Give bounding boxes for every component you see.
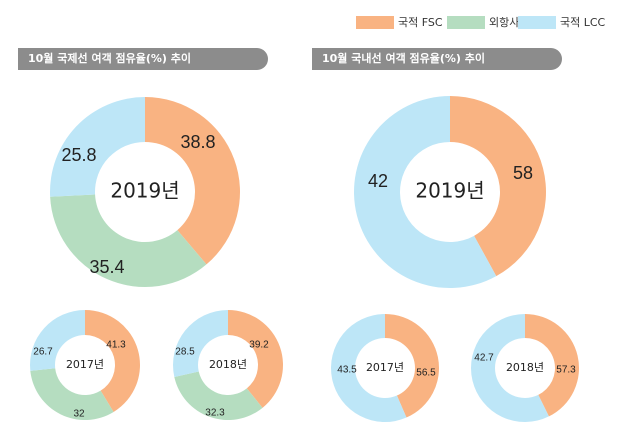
legend-swatch-foreign xyxy=(447,15,485,29)
legend-item-lcc: 국적 LCC xyxy=(518,15,605,29)
donut-2-slice-0 xyxy=(85,310,140,412)
donut-0-center-label: 2019년 xyxy=(110,179,179,203)
donut-2-value-label-0: 41.3 xyxy=(106,340,126,351)
donut-3-value-label-0: 39.2 xyxy=(249,340,269,351)
donut-1-value-label-0: 42 xyxy=(368,171,388,191)
donut-3-center-label: 2018년 xyxy=(209,358,247,371)
donut-5-value-label-0: 42.7 xyxy=(474,353,494,364)
donut-4-slice-1 xyxy=(330,314,407,422)
legend-label-fsc: 국적 FSC xyxy=(398,16,443,29)
donut-4-center-label: 2017년 xyxy=(366,361,404,374)
donut-3-slice-2 xyxy=(173,310,228,377)
donut-0-slice-1 xyxy=(50,194,207,287)
donut-3-value-label-2: 28.5 xyxy=(175,347,195,358)
donut-3-value-label-1: 32.3 xyxy=(205,408,225,419)
donut-5-slice-0 xyxy=(525,314,579,417)
donut-1-center-label: 2019년 xyxy=(415,179,484,203)
donut-5-value-label-1: 57.3 xyxy=(556,365,576,376)
donut-4-value-label-0: 43.5 xyxy=(337,365,357,376)
donut-2-center-label: 2017년 xyxy=(66,358,104,371)
legend-swatch-fsc xyxy=(356,15,394,29)
donut-0-slice-2 xyxy=(50,97,145,197)
donut-1-value-label-1: 58 xyxy=(513,163,533,183)
donut-0-value-label-2: 25.8 xyxy=(61,145,96,165)
donut-2-slice-2 xyxy=(29,310,85,371)
legend-label-lcc: 국적 LCC xyxy=(560,16,606,29)
donut-5-slice-1 xyxy=(470,314,549,422)
donut-0-value-label-1: 35.4 xyxy=(89,257,124,277)
legend-label-foreign: 외항사 xyxy=(489,16,520,29)
legend-item-fsc: 국적 FSC xyxy=(356,15,443,29)
legend-item-foreign: 외항사 xyxy=(447,15,519,29)
donut-0-slice-0 xyxy=(145,97,240,265)
panel-title-international: 10월 국제선 여객 점유율(%) 추이 xyxy=(18,48,268,70)
donut-3-slice-0 xyxy=(228,310,283,408)
donut-2-slice-1 xyxy=(30,368,114,420)
donut-5-center-label: 2018년 xyxy=(506,361,544,374)
donut-3-slice-1 xyxy=(174,371,263,420)
donut-0-value-label-0: 38.8 xyxy=(180,132,215,152)
donut-4-value-label-1: 56.5 xyxy=(416,368,436,379)
donut-4-slice-0 xyxy=(385,314,439,418)
donut-2-value-label-1: 32 xyxy=(73,409,85,420)
donut-1-slice-1 xyxy=(354,96,497,288)
panel-title-domestic: 10월 국내선 여객 점유율(%) 추이 xyxy=(312,48,562,70)
donut-1-slice-0 xyxy=(450,96,546,277)
donut-2-value-label-2: 26.7 xyxy=(33,347,53,358)
legend-swatch-lcc xyxy=(518,15,556,29)
